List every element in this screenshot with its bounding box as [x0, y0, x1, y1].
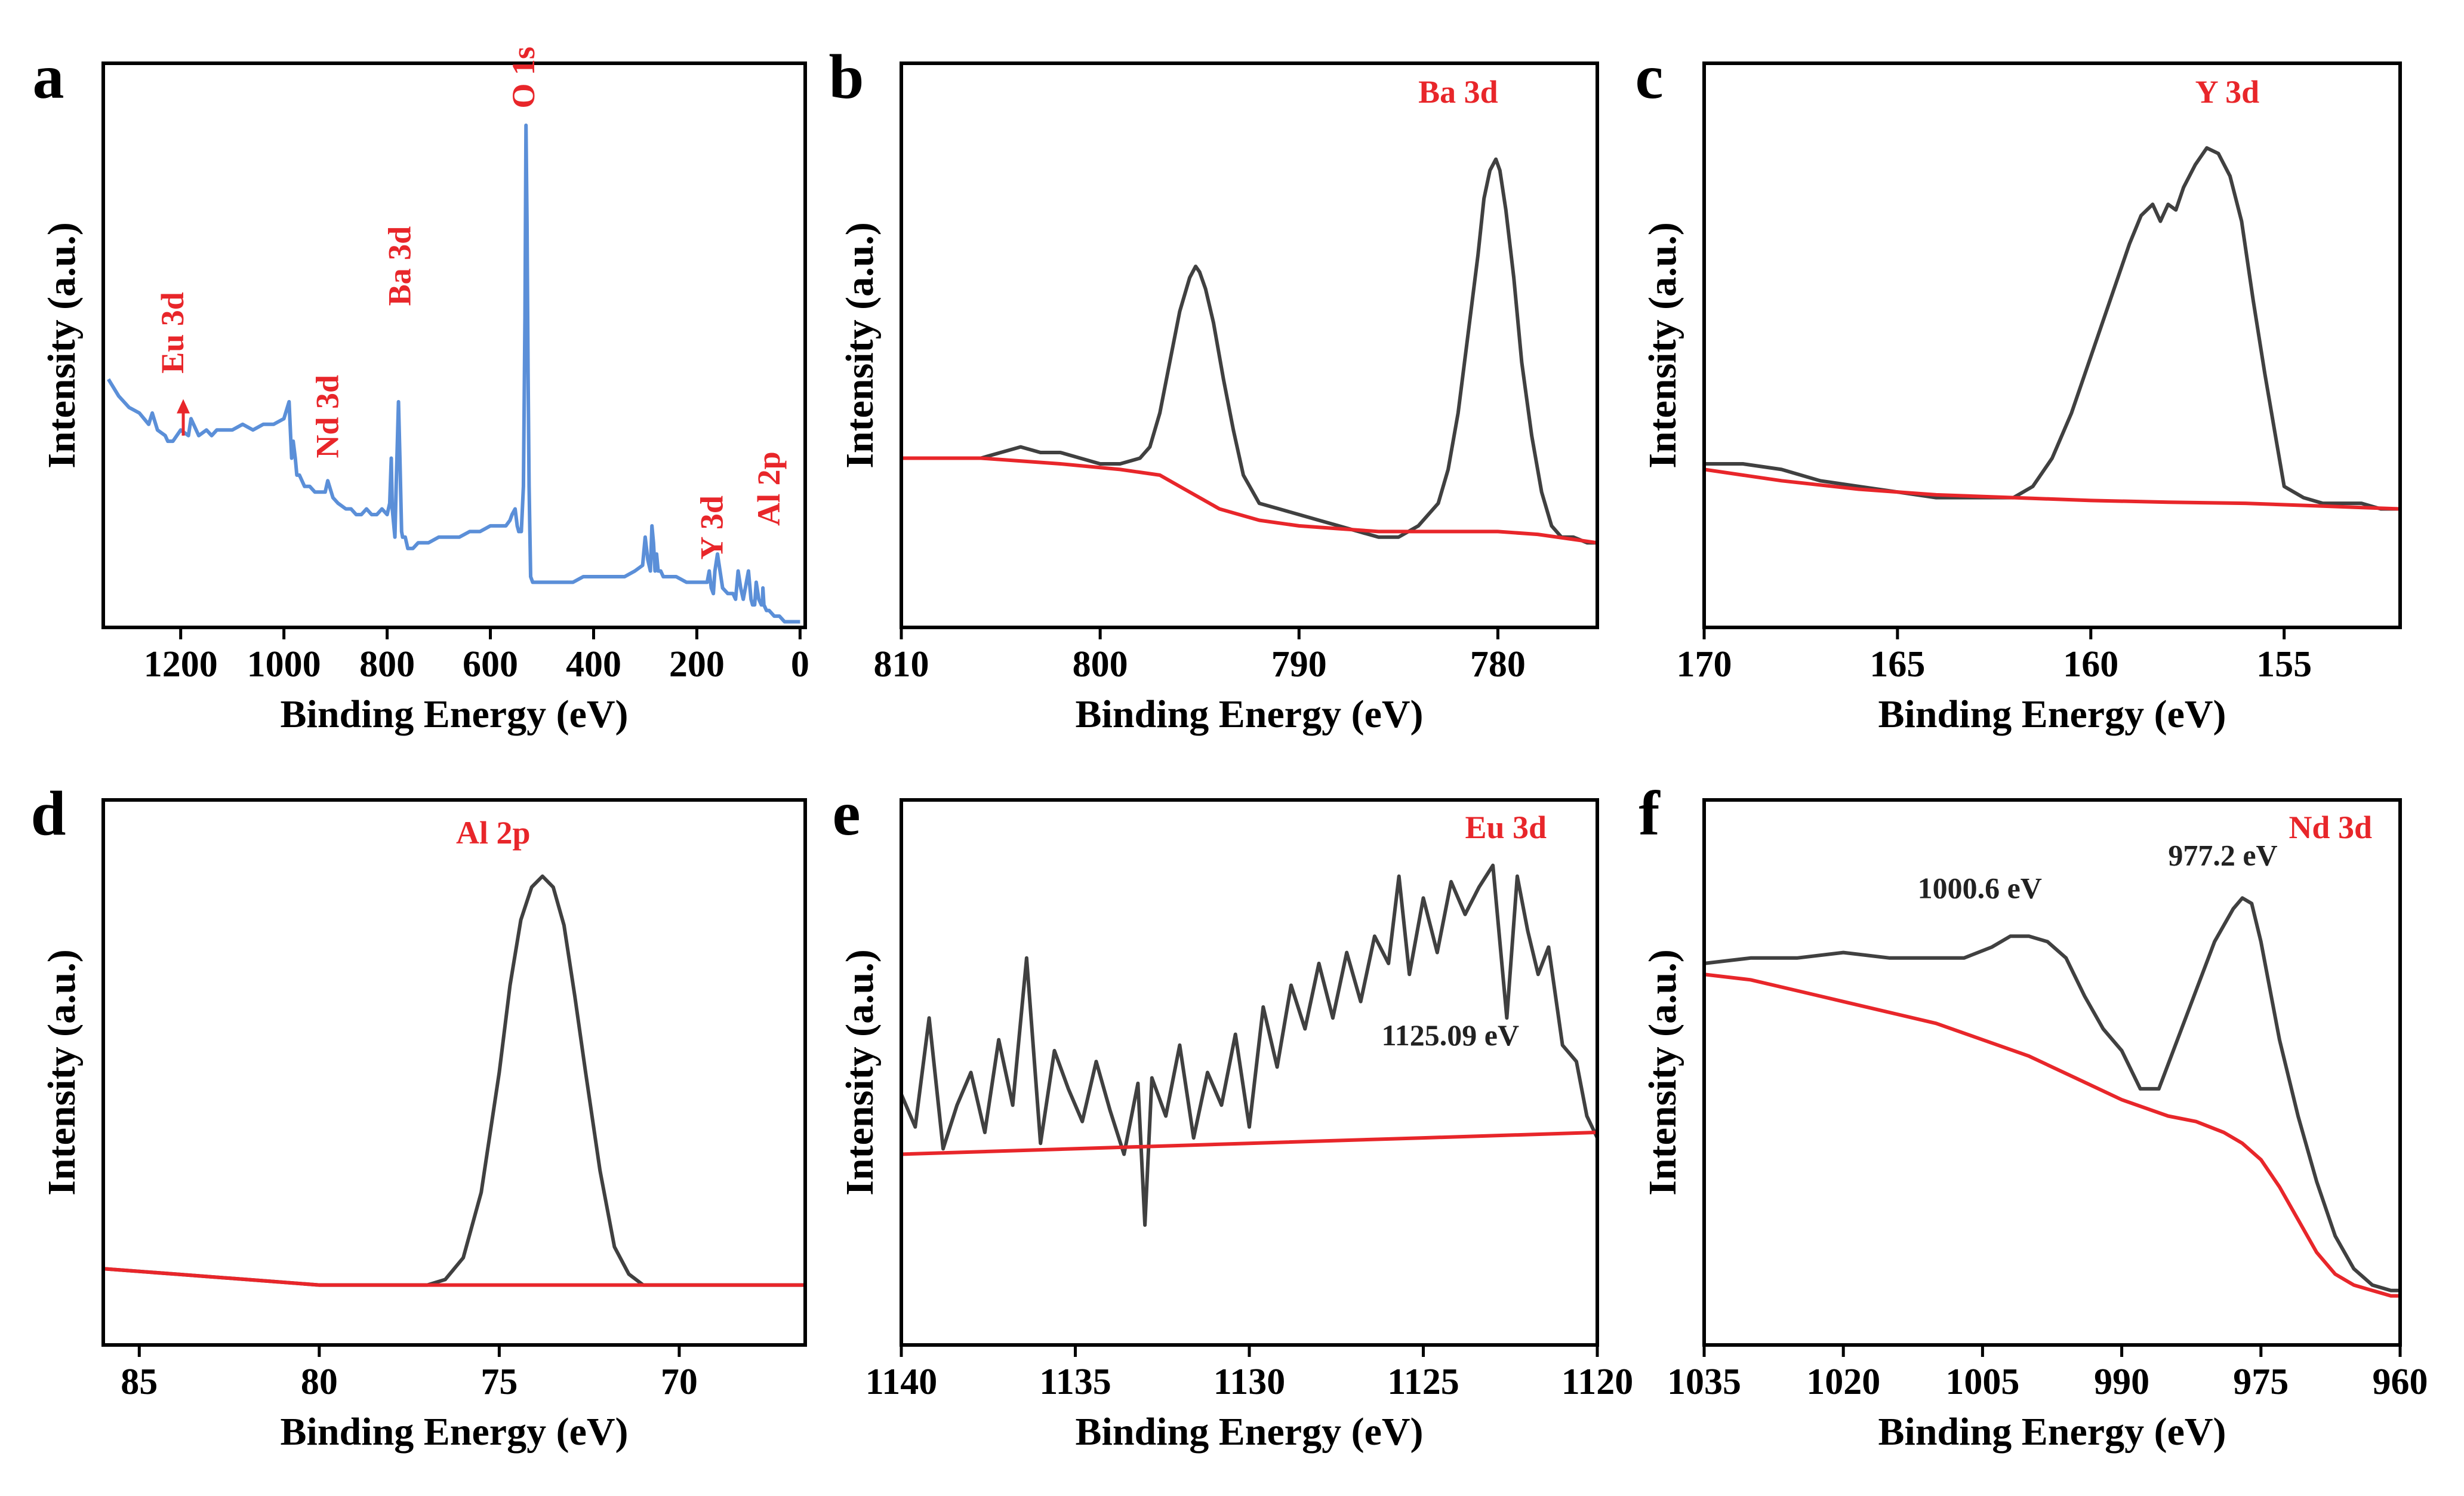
series-background [103, 1267, 805, 1287]
panel-letter-b: b [829, 42, 864, 112]
x-tick-label: 85 [121, 1362, 158, 1402]
x-tick-label: 780 [1470, 644, 1526, 685]
panel-letter-e: e [832, 778, 860, 848]
x-tick-label: 400 [566, 644, 621, 685]
annotation-o-1s: O 1s [506, 47, 541, 109]
x-tick-label: 1130 [1213, 1362, 1286, 1402]
panel-e: 1140 1135 1130 1125 1120 Binding Energy (eV) I… [832, 778, 1633, 1454]
x-tick-label: 800 [359, 644, 415, 685]
x-axis-label: Binding Energy (eV) [1878, 692, 2226, 736]
x-tick-label: 1140 [866, 1362, 938, 1402]
annotation-977-2-ev: 977.2 eV [2168, 839, 2277, 872]
y-axis-label: Intensity (a.u.) [40, 949, 84, 1196]
panel-letter-c: c [1635, 42, 1663, 112]
series-survey [107, 123, 800, 624]
annotation-eu-3d: Eu 3d [155, 292, 190, 374]
y-axis-label: Intensity (a.u.) [1641, 949, 1684, 1196]
x-tick-label: 790 [1271, 644, 1327, 685]
x-tick-label: 1135 [1039, 1362, 1111, 1402]
panel-f: 1035 1020 1005 990 975 960 Binding Energy (eV)… [1638, 778, 2428, 1454]
annotation-eu-3d: Eu 3d [1465, 809, 1547, 845]
panel-d: 85 80 75 70 Binding Energy (eV) Intensity (a.… [31, 778, 807, 1454]
axes-frame-f [1702, 798, 2402, 1347]
x-tick-label: 1020 [1806, 1362, 1880, 1402]
annotation-nd-3d: Nd 3d [2289, 809, 2372, 845]
y-axis-label: Intensity (a.u.) [40, 222, 84, 469]
x-tick-label: 1000 [247, 644, 321, 685]
panel-b: 810 800 790 780 Binding Energy (eV) Intensity… [829, 42, 1599, 736]
x-tick-label: 70 [661, 1362, 698, 1402]
x-tick-label: 0 [791, 644, 809, 685]
x-axis-label: Binding Energy (eV) [280, 692, 628, 736]
panel-a: 1200 1000 800 600 400 200 0 Binding Energy (eV)… [33, 42, 809, 736]
axes-frame-d [101, 798, 807, 1347]
panel-letter-d: d [31, 778, 66, 848]
y-axis-label: Intensity (a.u.) [838, 222, 882, 469]
x-tick-label: 990 [2094, 1362, 2149, 1402]
annotation-nd-3d: Nd 3d [309, 375, 345, 458]
panel-letter-a: a [33, 42, 64, 112]
annotation-al-2p: Al 2p [751, 451, 787, 526]
series-eu-3d [901, 863, 1597, 1227]
axes-frame-c [1702, 61, 2402, 629]
annotation-y-3d: Y 3d [2195, 74, 2260, 110]
annotation-1125-09-ev: 1125.09 eV [1382, 1018, 1520, 1052]
x-tick-label: 1035 [1667, 1362, 1741, 1402]
annotation-ba-3d: Ba 3d [382, 226, 418, 306]
series-ba-3d [901, 157, 1597, 545]
series-background [901, 456, 1597, 545]
x-axis-label: Binding Energy (eV) [1878, 1410, 2226, 1454]
x-tick-label: 165 [1869, 644, 1925, 685]
series-nd-3d [1704, 896, 2400, 1292]
annotation-al-2p: Al 2p [456, 815, 531, 851]
x-tick-label: 1005 [1945, 1362, 2019, 1402]
axes-frame-b [900, 61, 1599, 629]
series-background [1704, 972, 2400, 1298]
x-tick-label: 975 [2233, 1362, 2289, 1402]
x-tick-label: 800 [1073, 644, 1128, 685]
axes-frame-a [101, 61, 807, 629]
x-axis-label: Binding Energy (eV) [280, 1410, 628, 1454]
x-tick-label: 160 [2063, 644, 2118, 685]
annotation-1000-6-ev: 1000.6 eV [1918, 871, 2042, 904]
panel-letter-f: f [1638, 778, 1661, 848]
series-background [1704, 467, 2400, 511]
annotation-y-3d: Y 3d [694, 495, 730, 560]
x-tick-label: 80 [301, 1362, 338, 1402]
x-tick-label: 600 [463, 644, 518, 685]
x-tick-label: 155 [2256, 644, 2312, 685]
y-axis-label: Intensity (a.u.) [838, 949, 882, 1196]
series-al-2p [103, 874, 805, 1287]
series-y-3d [1704, 146, 2400, 511]
x-axis-label: Binding Energy (eV) [1075, 692, 1423, 736]
y-axis-label: Intensity (a.u.) [1641, 222, 1684, 469]
x-tick-label: 170 [1677, 644, 1732, 685]
x-tick-label: 200 [669, 644, 725, 685]
annotation-arrow-head [177, 399, 190, 414]
x-tick-label: 75 [481, 1362, 518, 1402]
x-tick-label: 810 [874, 644, 929, 685]
series-background [901, 1130, 1597, 1156]
annotation-ba-3d: Ba 3d [1418, 74, 1498, 110]
x-axis-label: Binding Energy (eV) [1075, 1410, 1423, 1454]
x-tick-label: 1200 [144, 644, 218, 685]
x-tick-label: 960 [2373, 1362, 2428, 1402]
x-tick-label: 1120 [1561, 1362, 1634, 1402]
x-tick-label: 1125 [1387, 1362, 1459, 1402]
panel-c: 170 165 160 155 Binding Energy (eV) Intensity… [1635, 42, 2402, 736]
